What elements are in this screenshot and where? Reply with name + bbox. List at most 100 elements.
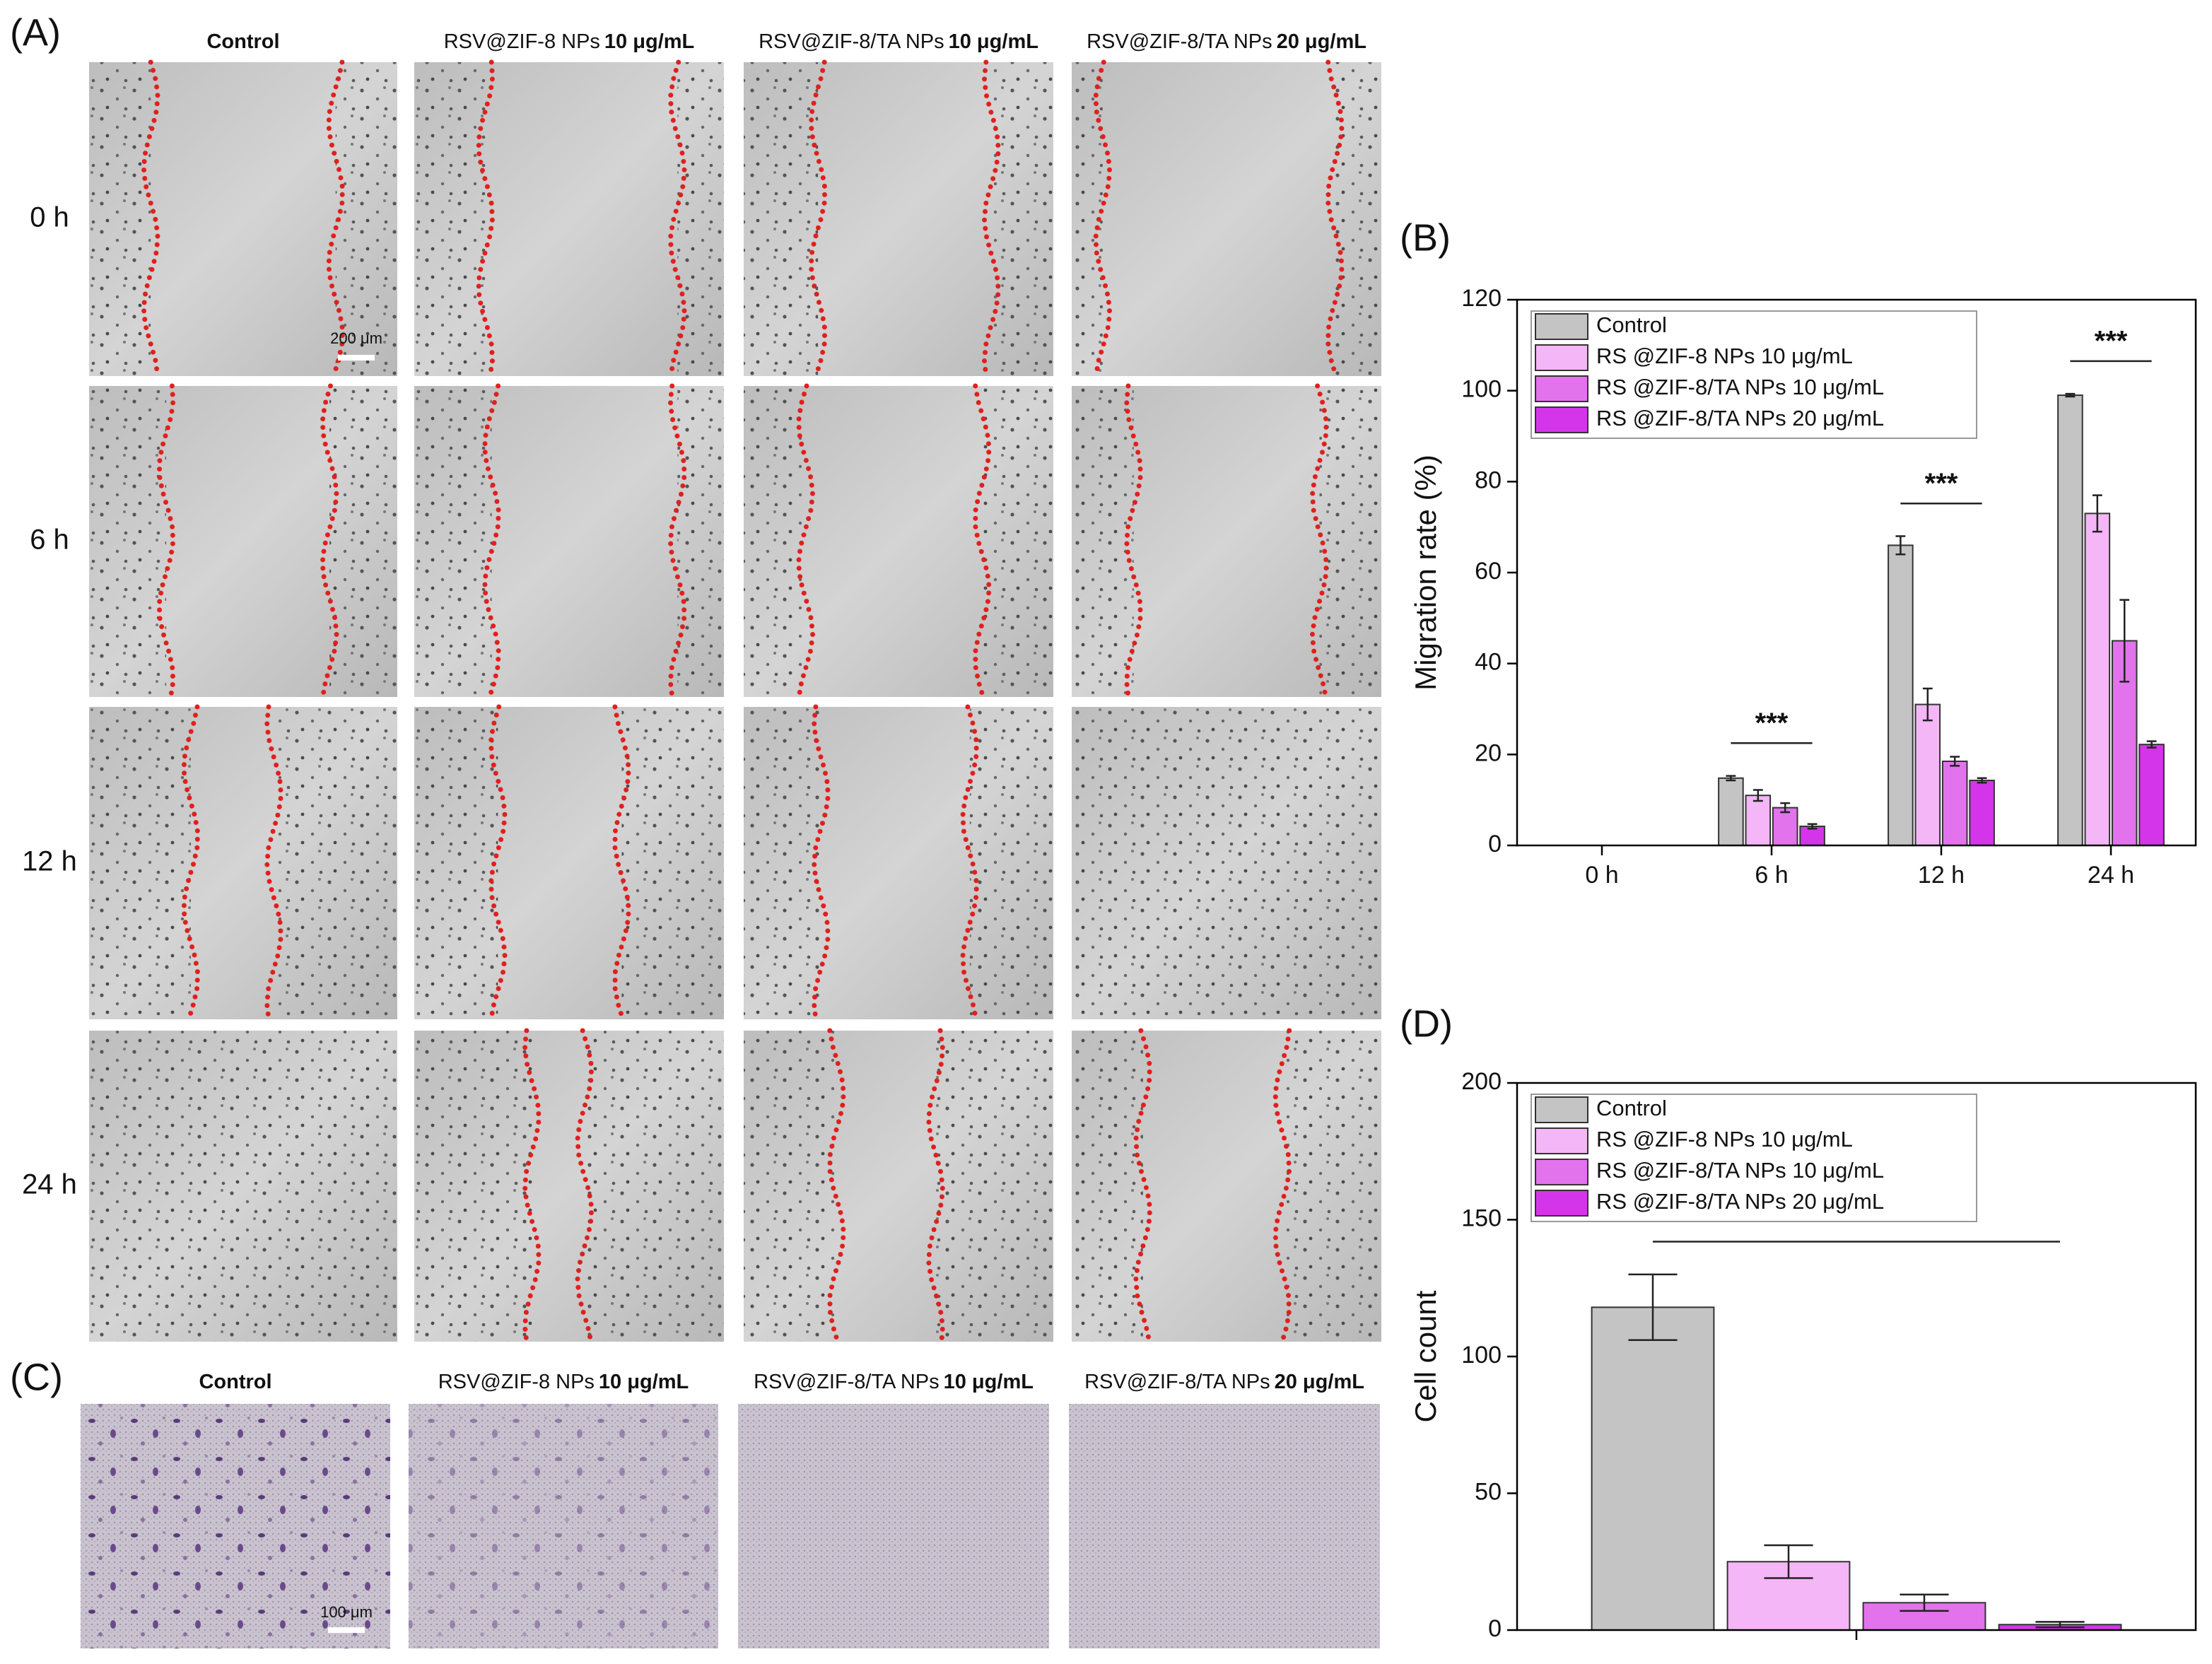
wound-edge [320, 383, 339, 700]
wound-edge [141, 59, 160, 379]
column-header: RSV@ZIF-8/TA NPs 10 μg/mL [754, 1371, 1034, 1393]
wound-edge [1124, 383, 1143, 700]
wound-edge [973, 383, 992, 700]
y-tick-label: 60 [1475, 558, 1502, 585]
wound-edge [1272, 1028, 1292, 1344]
column-dose: 10 μg/mL [944, 1371, 1034, 1393]
error-bar [1895, 535, 1906, 556]
legend-label: RS @ZIF-8 NPs 10 μg/mL [1596, 344, 1853, 368]
y-axis-label: Cell count [1409, 1290, 1442, 1422]
error-bar [1764, 1544, 1813, 1579]
y-axis-label: Migration rate (%) [1409, 455, 1442, 691]
bar [1888, 544, 1914, 847]
legend-label: RS @ZIF-8 NPs 10 μg/mL [1596, 1127, 1853, 1152]
column-dose: 20 μg/mL [1277, 30, 1367, 53]
legend-label: RS @ZIF-8/TA NPs 10 μg/mL [1596, 1158, 1884, 1183]
wound-edge [926, 1028, 946, 1344]
x-tick-label: 6 h [1755, 862, 1788, 889]
column-header: RSV@ZIF-8/TA NPs 20 μg/mL [1087, 30, 1367, 53]
panel-c: Control RSV@ZIF-8 NPs 10 μg/mL RSV@ZIF-8/TA… [81, 1371, 1380, 1648]
error-bar [1752, 789, 1763, 802]
wound-edge [326, 59, 346, 379]
column-dose: 10 μg/mL [604, 30, 694, 53]
wound-edge [481, 383, 501, 700]
significance-label: *** [1755, 708, 1789, 739]
column-header: Control [199, 1371, 271, 1393]
wound-edge [1133, 1028, 1152, 1344]
x-tick-label: 0 h [1585, 862, 1618, 889]
error-bar [2119, 599, 2130, 683]
column-name: RSV@ZIF-8 NPs [438, 1371, 595, 1393]
micrograph [1069, 1404, 1380, 1648]
wound-edge [612, 704, 632, 1022]
y-tick-label: 0 [1488, 831, 1502, 857]
legend-label: RS @ZIF-8/TA NPs 20 μg/mL [1596, 406, 1884, 430]
legend-swatch [1535, 1096, 1588, 1123]
y-tick-label: 0 [1488, 1615, 1502, 1642]
wound-edge [796, 383, 816, 700]
panel-label: (C) [10, 1356, 63, 1398]
legend-swatch [1535, 1190, 1588, 1217]
bar [1941, 760, 1968, 846]
charts: 0 20 40 60 80 100 120 Migration rate (%) 0 h 6 h 1… [1409, 285, 2197, 1642]
bar [1969, 780, 1995, 846]
wound-edge [181, 704, 201, 1022]
error-bar [1807, 823, 1818, 830]
column-header: RSV@ZIF-8 NPs 10 μg/mL [444, 30, 695, 53]
wound-edge [488, 704, 508, 1022]
panel-label: (A) [10, 11, 61, 54]
bar [2057, 394, 2083, 846]
y-tick-label: 200 [1461, 1068, 1502, 1095]
column-name: Control [199, 1371, 271, 1393]
significance-label: *** [2095, 325, 2128, 356]
wound-edge [667, 383, 687, 700]
legend-label: RS @ZIF-8/TA NPs 10 μg/mL [1596, 375, 1884, 399]
row-label: 0 h [30, 202, 69, 233]
wound-edge [575, 1028, 595, 1344]
column-name: Control [206, 30, 279, 53]
error-bar [1726, 775, 1736, 782]
column-dose: 10 μg/mL [599, 1371, 689, 1393]
wound-edge [827, 1028, 846, 1344]
legend-label: Control [1596, 1096, 1667, 1120]
error-bar [1950, 756, 1960, 767]
column-header: Control [206, 30, 279, 53]
scale-bar [328, 1627, 365, 1633]
cells [89, 1031, 397, 1342]
bar [1745, 795, 1772, 846]
error-bar [2035, 1621, 2085, 1629]
wound-edge [264, 704, 283, 1022]
error-bar [1922, 687, 1933, 722]
y-tick-label: 50 [1475, 1478, 1502, 1505]
row-label: 12 h [22, 846, 77, 877]
wound-edge [960, 704, 979, 1022]
wound-edge [1309, 383, 1329, 700]
error-bar [2065, 392, 2076, 398]
legend-swatch [1535, 1127, 1588, 1154]
y-tick-label: 100 [1461, 376, 1502, 403]
column-name: RSV@ZIF-8/TA NPs [1084, 1371, 1270, 1393]
y-tick-label: 40 [1475, 649, 1502, 676]
legend-swatch [1535, 406, 1588, 433]
wound-edge [522, 1028, 542, 1344]
column-header: RSV@ZIF-8/TA NPs 10 μg/mL [759, 30, 1038, 53]
wound-edge [1326, 59, 1345, 379]
error-bar [2092, 494, 2102, 533]
x-tick-label: 24 h [2088, 862, 2134, 889]
panel-a: Control RSV@ZIF-8 NPs 10 μg/mL RSV@ZIF-8/TA… [22, 30, 1381, 1344]
column-name: RSV@ZIF-8/TA NPs [754, 1371, 940, 1393]
column-dose: 20 μg/mL [1275, 1371, 1364, 1393]
y-tick-label: 120 [1461, 285, 1502, 312]
column-name: RSV@ZIF-8/TA NPs [759, 30, 944, 53]
y-tick-label: 100 [1461, 1342, 1502, 1369]
scale-bar-label: 100 μm [320, 1603, 373, 1621]
bar [2138, 744, 2165, 847]
column-dose: 10 μg/mL [949, 30, 1038, 53]
y-tick-label: 80 [1475, 467, 1502, 493]
error-bar [2146, 740, 2157, 749]
bar [2084, 512, 2111, 846]
panel-label: (B) [1400, 216, 1451, 259]
y-tick-label: 20 [1475, 739, 1502, 766]
error-bar [1780, 802, 1791, 814]
legend-swatch [1535, 313, 1588, 340]
